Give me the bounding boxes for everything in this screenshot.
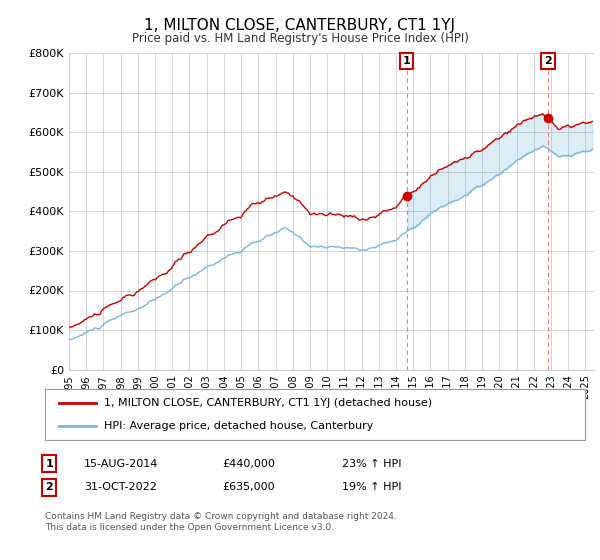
- Text: 19% ↑ HPI: 19% ↑ HPI: [342, 482, 401, 492]
- Text: £635,000: £635,000: [222, 482, 275, 492]
- Text: Price paid vs. HM Land Registry's House Price Index (HPI): Price paid vs. HM Land Registry's House …: [131, 32, 469, 45]
- Text: 1: 1: [46, 459, 53, 469]
- Text: 2: 2: [544, 56, 552, 66]
- Text: 1: 1: [403, 56, 410, 66]
- Text: Contains HM Land Registry data © Crown copyright and database right 2024.
This d: Contains HM Land Registry data © Crown c…: [45, 512, 397, 532]
- Text: 2: 2: [46, 482, 53, 492]
- Text: 1, MILTON CLOSE, CANTERBURY, CT1 1YJ (detached house): 1, MILTON CLOSE, CANTERBURY, CT1 1YJ (de…: [104, 398, 433, 408]
- Text: 15-AUG-2014: 15-AUG-2014: [84, 459, 158, 469]
- Text: HPI: Average price, detached house, Canterbury: HPI: Average price, detached house, Cant…: [104, 421, 374, 431]
- Text: 31-OCT-2022: 31-OCT-2022: [84, 482, 157, 492]
- Text: 1, MILTON CLOSE, CANTERBURY, CT1 1YJ: 1, MILTON CLOSE, CANTERBURY, CT1 1YJ: [145, 18, 455, 34]
- Text: 23% ↑ HPI: 23% ↑ HPI: [342, 459, 401, 469]
- Text: £440,000: £440,000: [222, 459, 275, 469]
